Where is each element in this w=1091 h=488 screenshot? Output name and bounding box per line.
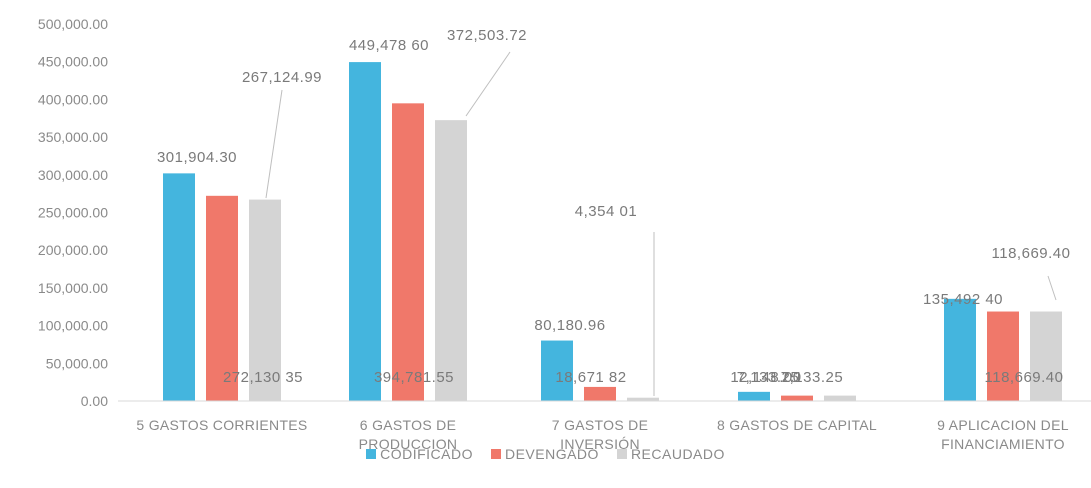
y-tick-label: 250,000.00	[38, 205, 108, 221]
data-label-codificado: 12,148.00	[730, 369, 801, 386]
bar-codificado-2	[541, 340, 573, 401]
bar-recaudado-0	[249, 199, 281, 401]
data-label-codificado: 80,180.96	[534, 317, 605, 334]
bar-devengado-4	[987, 311, 1019, 401]
data-label-devengado: 18,671 82	[555, 369, 626, 386]
data-label-recaudado: 7,133.25	[781, 369, 843, 386]
data-label-devengado: 7,133.25	[737, 369, 799, 386]
y-tick-label: 100,000.00	[38, 318, 108, 334]
data-label-leader-line	[265, 89, 283, 199]
legend-item-recaudado: RECAUDADO	[616, 446, 725, 462]
bar-recaudado-4	[1030, 311, 1062, 401]
x-tick-label: 7 GASTOS DE	[552, 417, 648, 433]
bar-codificado-0	[163, 173, 195, 401]
y-axis: 0.00 50,000.00 100,000.00 150,000.00 200,000…	[38, 16, 108, 409]
bars	[163, 62, 1062, 401]
x-tick-label: 5 GASTOS CORRIENTES	[136, 417, 307, 433]
y-tick-label: 0.00	[81, 393, 108, 409]
x-axis: 5 GASTOS CORRIENTES 6 GASTOS DE PRODUCCION…	[118, 400, 1091, 452]
data-label-leader-line	[465, 51, 511, 117]
legend-item-devengado: DEVENGADO	[490, 446, 599, 462]
legend: CODIFICADO DEVENGADO RECAUDADO	[0, 446, 1091, 462]
data-label-leader-line	[1047, 275, 1057, 301]
legend-swatch	[616, 449, 627, 459]
y-tick-label: 300,000.00	[38, 167, 108, 183]
bar-codificado-3	[738, 391, 770, 401]
bar-devengado-1	[392, 103, 424, 401]
x-tick-label: 6 GASTOS DE	[360, 417, 456, 433]
x-tick-label: FINANCIAMIENTO	[941, 436, 1065, 452]
y-tick-label: 400,000.00	[38, 91, 108, 107]
data-label-devengado: 394,781.55	[374, 369, 454, 386]
legend-item-codificado: CODIFICADO	[366, 446, 473, 462]
y-tick-label: 150,000.00	[38, 280, 108, 296]
x-tick-label: 9 APLICACION DEL	[937, 417, 1069, 433]
y-tick-label: 200,000.00	[38, 242, 108, 258]
y-tick-label: 350,000.00	[38, 129, 108, 145]
legend-label: DEVENGADO	[504, 446, 599, 462]
data-label-recaudado: 4,354 01	[575, 203, 637, 220]
legend-label: RECAUDADO	[630, 446, 725, 462]
data-label-recaudado: 118,669.40	[992, 245, 1071, 262]
bar-codificado-1	[349, 62, 381, 401]
y-tick-label: 450,000.00	[38, 54, 108, 70]
y-tick-label: 50,000.00	[46, 355, 108, 371]
data-label-recaudado: 267,124.99	[242, 69, 322, 86]
data-label-devengado: 118,669.40	[985, 369, 1064, 386]
data-label-recaudado: 372,503.72	[447, 27, 527, 44]
x-tick-label: 8 GASTOS DE CAPITAL	[717, 417, 877, 433]
bar-recaudado-3	[824, 395, 856, 401]
data-label-codificado: 301,904.30	[157, 149, 237, 166]
bar-recaudado-2	[627, 397, 659, 401]
data-label-devengado: 272,130 35	[223, 369, 303, 386]
bar-recaudado-1	[435, 120, 467, 401]
data-label-codificado: 135,492 40	[923, 291, 1003, 308]
data-label-codificado: 449,478 60	[349, 37, 429, 54]
legend-label: CODIFICADO	[380, 446, 473, 462]
y-tick-label: 500,000.00	[38, 16, 108, 32]
bar-devengado-0	[206, 195, 238, 401]
bar-codificado-4	[944, 298, 976, 401]
bar-devengado-3	[781, 395, 813, 401]
data-labels: 301,904.30 449,478 60 80,180.96 12,148.00 13…	[157, 27, 1071, 396]
x-tick-label: PRODUCCION	[359, 436, 458, 452]
x-tick-label: INVERSIÓN	[560, 436, 640, 452]
legend-swatch	[490, 449, 501, 459]
legend-swatch	[366, 449, 377, 459]
bar-devengado-2	[584, 386, 616, 401]
